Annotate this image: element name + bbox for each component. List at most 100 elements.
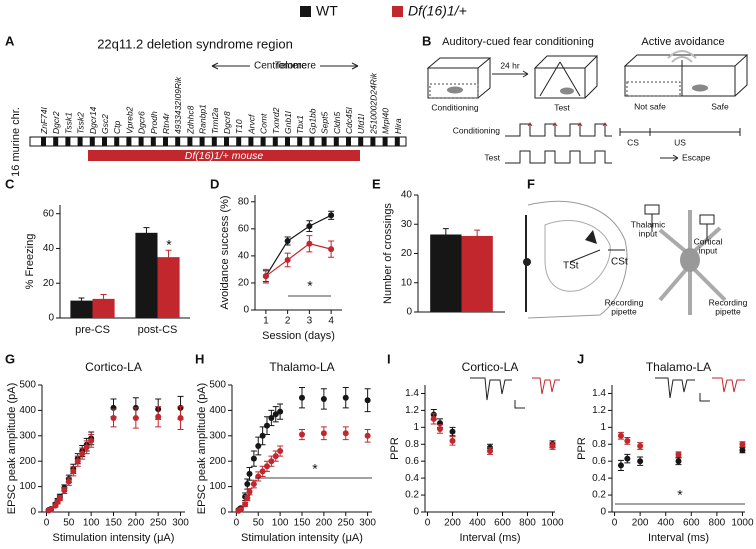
- gene-label: Mrpl40: [381, 108, 391, 134]
- gene-block: [77, 137, 83, 146]
- point: [284, 256, 291, 263]
- point: [624, 437, 631, 444]
- escape-arrow: [660, 154, 679, 162]
- point: [244, 495, 251, 502]
- x-tick-label: 100: [272, 518, 289, 529]
- telomere-label: Telomere: [275, 61, 317, 72]
- y-tick-label: 0: [220, 507, 226, 518]
- gene-block: [114, 137, 120, 146]
- significance-star: *: [166, 237, 172, 253]
- gene-label: ZnF74l: [39, 106, 49, 135]
- delay-label: 24 hr: [500, 60, 520, 70]
- deletion-bar: [88, 150, 360, 161]
- y-tick-label: 20: [43, 278, 55, 289]
- y-tick-label: 40: [238, 251, 250, 262]
- y-tick-label: 20: [401, 248, 413, 259]
- legend-label: WT: [316, 3, 338, 19]
- gene-block: [309, 137, 315, 146]
- panel-label: A: [5, 33, 15, 48]
- point: [246, 470, 253, 477]
- gene-block: [224, 137, 229, 146]
- y-tick-label: 200: [19, 456, 36, 467]
- x-tick-label: 150: [294, 518, 311, 529]
- gene-label: Gnb1l: [283, 110, 293, 134]
- cst-label: CSt: [611, 257, 628, 268]
- gene-label: Vpreb2: [124, 106, 134, 134]
- x-tick-label: 800: [519, 518, 536, 529]
- point: [637, 442, 644, 449]
- series-line: [265, 243, 332, 277]
- chart-title: Thalamo-LA: [269, 360, 334, 374]
- safe-label: Safe: [711, 101, 729, 111]
- bar: [461, 235, 493, 312]
- legend-swatch: [300, 6, 311, 17]
- error-bar: [442, 228, 449, 241]
- y-tick-label: 1.2: [592, 405, 606, 416]
- point: [155, 413, 162, 420]
- gene-label: T10: [234, 119, 244, 134]
- panel-a-title: 22q11.2 deletion syndrome region: [97, 36, 293, 51]
- point: [88, 437, 95, 444]
- bar: [430, 234, 462, 312]
- gene-label: Comt: [259, 113, 269, 134]
- point: [299, 394, 305, 401]
- x-tick-label: 600: [494, 518, 511, 529]
- x-tick-label: 200: [632, 518, 649, 529]
- y-tick-label: 400: [209, 405, 226, 416]
- bar: [135, 232, 158, 318]
- point: [79, 450, 86, 457]
- not-safe-label: Not safe: [634, 101, 666, 111]
- x-tick-label: pre-CS: [75, 324, 110, 336]
- legend-swatch: [392, 6, 403, 17]
- y-tick-label: 100: [19, 481, 36, 492]
- gene-label: Zdhhc8: [185, 105, 195, 135]
- error-bar: [474, 229, 481, 243]
- gene-block: [260, 137, 266, 146]
- us-label: US: [674, 137, 686, 147]
- y-tick-label: 400: [19, 405, 36, 416]
- point: [47, 506, 54, 513]
- point: [177, 415, 184, 422]
- gene-list: ZnF74l Dgcr2 Tssk1 Tssk2 Dgcr14 Gsc2 Ctp Vpreb2…: [39, 72, 403, 135]
- trace-inset: [470, 377, 512, 401]
- gene-label: Tssk2: [76, 112, 86, 134]
- point: [272, 453, 279, 460]
- gene-label: Dgcr14: [88, 106, 98, 134]
- x-tick-label: 0: [44, 518, 50, 529]
- gene-block: [370, 137, 376, 146]
- x-tick-label: 200: [444, 518, 461, 529]
- x-axis-label: Session (days): [262, 330, 335, 342]
- x-tick-label: 300: [359, 518, 376, 529]
- point: [320, 430, 327, 437]
- pipette-label: pipette: [611, 306, 637, 316]
- error-bar: [100, 294, 107, 304]
- point: [65, 478, 72, 485]
- point: [259, 432, 266, 439]
- point: [617, 462, 624, 469]
- x-tick-label: post-CS: [138, 324, 178, 336]
- gene-block: [358, 137, 364, 146]
- y-tick-label: 0.8: [405, 439, 419, 450]
- y-tick-label: 0.4: [592, 473, 606, 484]
- y-tick-label: 0: [243, 305, 249, 316]
- y-tick-label: 100: [209, 481, 226, 492]
- x-tick-label: 1: [263, 316, 269, 327]
- point: [61, 487, 68, 494]
- gene-label: Gsc2: [100, 114, 110, 134]
- point: [268, 458, 275, 465]
- point: [259, 468, 266, 475]
- point: [675, 451, 682, 458]
- point: [264, 422, 270, 429]
- gene-block: [346, 137, 351, 146]
- centromere-label: Centromere: [254, 61, 307, 72]
- y-axis-label: EPSC peak amplitude (pA): [6, 383, 18, 514]
- panel-label: E: [372, 176, 381, 191]
- point: [83, 444, 90, 451]
- gene-block: [333, 137, 339, 146]
- point: [277, 448, 284, 455]
- gene-block: [102, 137, 107, 146]
- point: [430, 415, 437, 422]
- gene-label: Trmt2a: [210, 107, 220, 134]
- gene-block: [163, 137, 168, 146]
